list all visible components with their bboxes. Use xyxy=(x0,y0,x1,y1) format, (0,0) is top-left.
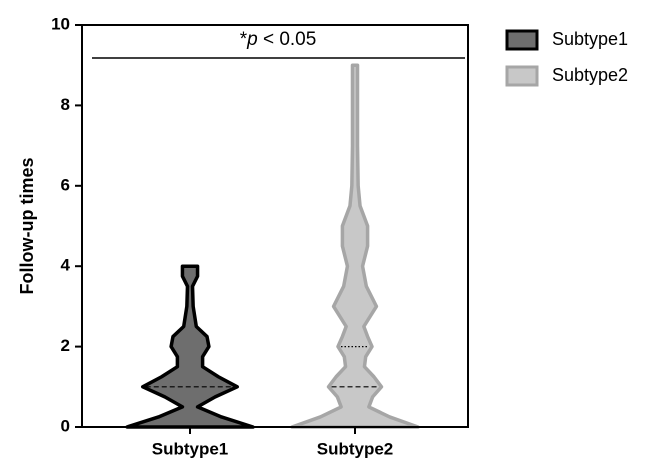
violin xyxy=(125,264,255,429)
y-tick-label: 10 xyxy=(51,14,70,33)
legend-label: Subtype1 xyxy=(552,29,628,49)
axes xyxy=(81,24,469,428)
annotation-part: < 0.05 xyxy=(258,29,317,50)
y-tick-label: 0 xyxy=(61,416,70,435)
legend-swatch xyxy=(505,65,539,87)
y-tick-label: 6 xyxy=(61,175,70,194)
legend-label: Subtype2 xyxy=(552,65,628,85)
violin xyxy=(290,63,420,429)
legend-swatch xyxy=(505,29,539,51)
y-tick-label: 4 xyxy=(61,256,71,275)
annotation-part: p xyxy=(246,29,258,50)
annotation: *p < 0.05 xyxy=(240,29,317,50)
x-tick-label: Subtype2 xyxy=(317,439,394,458)
y-tick-label: 2 xyxy=(61,336,70,355)
y-tick-label: 8 xyxy=(61,95,70,114)
x-tick-label: Subtype1 xyxy=(152,439,229,458)
annotation-part: * xyxy=(240,29,248,50)
y-axis-label: Follow-up times xyxy=(17,158,37,295)
